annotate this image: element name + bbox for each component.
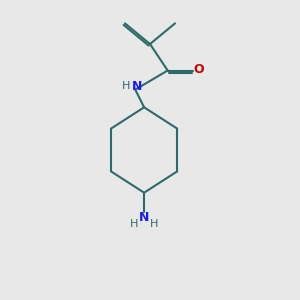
Text: O: O — [194, 63, 205, 76]
Text: N: N — [132, 80, 142, 93]
Text: H: H — [122, 81, 130, 91]
Text: H: H — [130, 219, 138, 229]
Text: H: H — [150, 219, 159, 229]
Text: N: N — [139, 211, 149, 224]
